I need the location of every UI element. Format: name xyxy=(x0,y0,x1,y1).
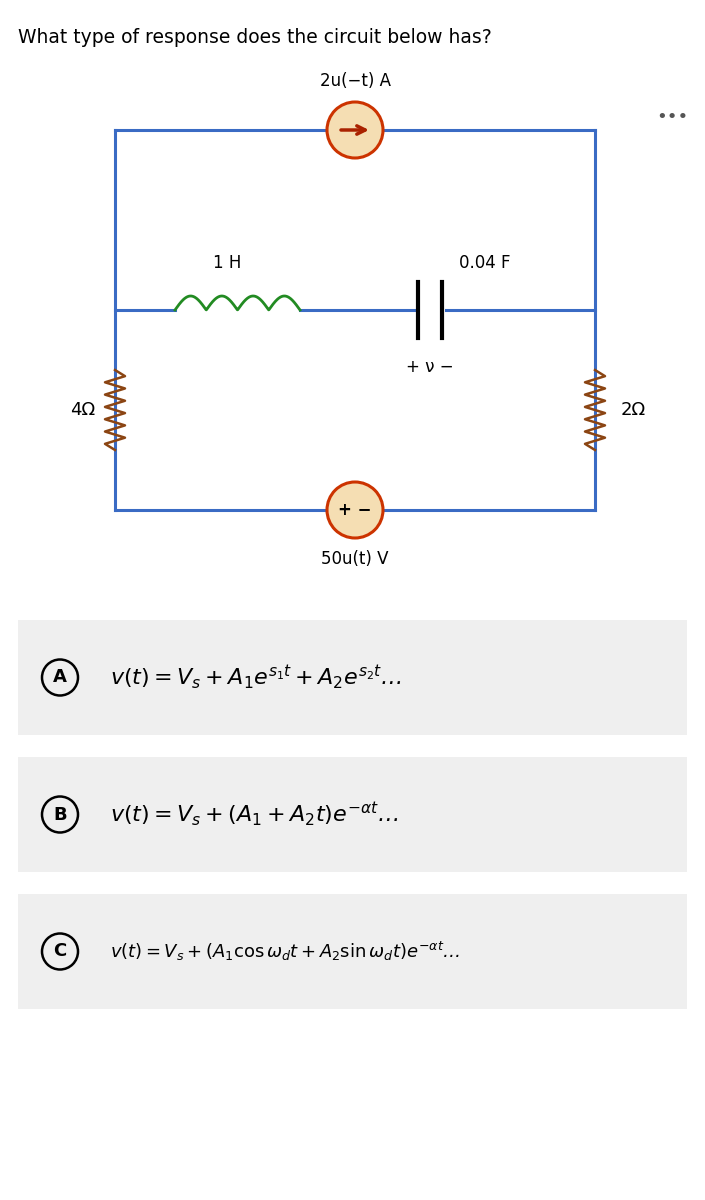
Text: •••: ••• xyxy=(656,108,688,126)
Text: 4Ω: 4Ω xyxy=(70,401,96,419)
Text: What type of response does the circuit below has?: What type of response does the circuit b… xyxy=(18,28,492,47)
FancyBboxPatch shape xyxy=(18,620,687,734)
Text: $v(t) = V_s + (A_1\cos\omega_d t + A_2\sin\omega_d t)e^{-\alpha t}$…: $v(t) = V_s + (A_1\cos\omega_d t + A_2\s… xyxy=(110,940,460,964)
Text: 1 H: 1 H xyxy=(214,254,242,272)
FancyBboxPatch shape xyxy=(18,757,687,872)
Text: 2u(−t) A: 2u(−t) A xyxy=(319,72,391,90)
Text: $v(t) = V_s + A_1e^{s_1 t} + A_2e^{s_2 t}$…: $v(t) = V_s + A_1e^{s_1 t} + A_2e^{s_2 t… xyxy=(110,664,401,691)
Text: B: B xyxy=(53,805,67,823)
Text: A: A xyxy=(53,668,67,686)
Text: C: C xyxy=(54,942,67,960)
Text: $v(t) = V_s + (A_1 + A_2 t)e^{-\alpha t}$…: $v(t) = V_s + (A_1 + A_2 t)e^{-\alpha t}… xyxy=(110,800,398,829)
Text: + ν −: + ν − xyxy=(406,358,454,376)
FancyBboxPatch shape xyxy=(18,894,687,1009)
Text: 2Ω: 2Ω xyxy=(620,401,646,419)
Circle shape xyxy=(327,482,383,538)
Text: + −: + − xyxy=(338,502,372,518)
Text: 0.04 F: 0.04 F xyxy=(459,254,510,272)
Circle shape xyxy=(327,102,383,158)
Text: 50u(t) V: 50u(t) V xyxy=(321,550,388,568)
